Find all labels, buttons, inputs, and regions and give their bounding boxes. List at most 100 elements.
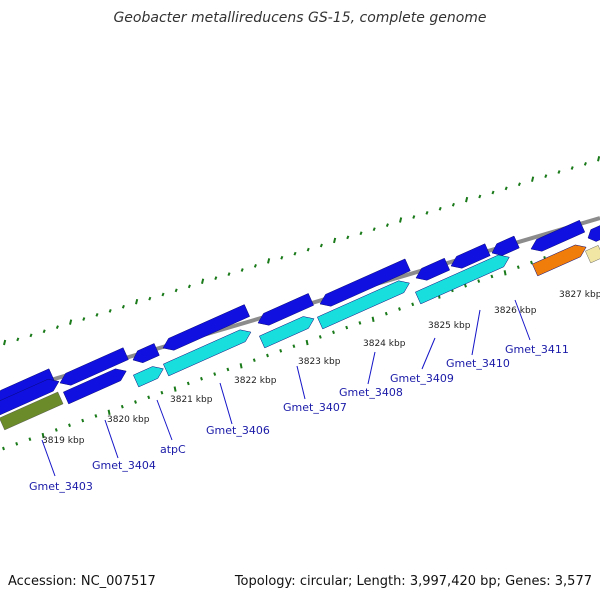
outer-tick — [227, 272, 231, 276]
outer-tick — [161, 292, 165, 297]
outer-tick — [69, 319, 73, 325]
inner-tick — [200, 376, 203, 381]
orange-feature — [532, 244, 587, 277]
inner-tick — [305, 339, 309, 346]
outer-tick — [412, 215, 416, 219]
inner-tick — [186, 381, 190, 386]
inner-tick — [54, 428, 58, 432]
olive-feature — [0, 391, 64, 431]
forward-gene-9 — [530, 219, 586, 252]
kbp-label: 3821 kbp — [170, 395, 213, 405]
outer-tick — [425, 210, 429, 215]
gene-label: Gmet_3407 — [283, 401, 347, 414]
inner-tick — [516, 265, 520, 269]
gene-label: Gmet_3410 — [446, 357, 510, 370]
outer-tick — [240, 268, 244, 272]
forward-gene-7 — [450, 243, 491, 269]
outer-tick — [531, 176, 535, 182]
inner-tick-ring — [2, 256, 547, 451]
gene-label: Gmet_3411 — [505, 343, 569, 356]
inner-tick — [239, 363, 243, 369]
inner-tick — [147, 395, 151, 400]
forward-gene-5 — [319, 258, 411, 307]
cream-feature — [585, 245, 600, 264]
outer-tick — [42, 329, 46, 334]
gene-label-leader — [296, 365, 306, 400]
reverse-gene-0 — [133, 366, 164, 388]
inner-tick — [318, 335, 322, 339]
forward-gene-a — [0, 378, 60, 416]
topology-label: Topology: — [234, 574, 296, 589]
map-title: Geobacter metallireducens GS-15, complet… — [113, 10, 487, 26]
inner-tick — [411, 302, 415, 307]
outer-tick — [385, 223, 389, 227]
outer-tick — [359, 231, 363, 236]
gene-label: Gmet_3406 — [206, 424, 270, 437]
kbp-label: 3827 kbp — [559, 290, 600, 300]
reverse-gene-3 — [317, 280, 410, 330]
kbp-label: 3825 kbp — [428, 321, 471, 331]
kbp-label: 3822 kbp — [234, 376, 277, 386]
inner-tick — [120, 404, 124, 409]
genes-value: 3,577 — [554, 574, 592, 589]
genome-stats: Topology: circular; Length: 3,997,420 bp… — [234, 574, 592, 589]
gene-label-leader — [514, 299, 531, 341]
outer-tick — [201, 278, 205, 284]
gene-label: atpC — [160, 443, 186, 456]
outer-tick — [583, 161, 587, 166]
reverse-gene-4 — [415, 254, 510, 305]
outer-tick — [346, 235, 350, 240]
inner-tick — [371, 316, 375, 322]
inner-tick — [503, 270, 507, 276]
outer-tick — [451, 202, 455, 207]
inner-tick — [490, 274, 494, 279]
forward-gene-b — [63, 368, 127, 405]
inner-tick — [292, 344, 296, 349]
length-value: 3,997,420 bp — [409, 574, 497, 589]
inner-tick — [41, 432, 45, 439]
inner-tick — [213, 372, 217, 376]
gene-label: Gmet_3404 — [92, 459, 156, 472]
inner-tick — [226, 367, 230, 372]
outer-tick — [174, 288, 178, 293]
inner-tick — [160, 390, 164, 395]
gene-label-leader — [421, 337, 436, 370]
reverse-gene-1 — [163, 329, 252, 377]
inner-tick — [464, 283, 467, 288]
accession-label: Accession: — [8, 574, 77, 589]
outer-tick — [438, 206, 442, 211]
inner-tick — [477, 279, 481, 283]
topology-value: circular — [299, 574, 348, 589]
inner-tick — [384, 311, 388, 316]
outer-tick — [187, 284, 191, 289]
accession-info: Accession: NC_007517 — [8, 574, 156, 589]
outer-tick — [29, 333, 33, 338]
gene-label-leader — [41, 439, 56, 477]
outer-tick — [16, 337, 20, 342]
outer-tick — [108, 308, 112, 313]
kbp-label: 3820 kbp — [107, 415, 150, 425]
outer-tick — [544, 174, 548, 178]
forward-gene-8 — [491, 235, 520, 256]
outer-tick — [280, 255, 284, 260]
forward-gene-1 — [59, 347, 129, 386]
gene-label-leader — [156, 399, 173, 441]
outer-tick — [333, 237, 337, 244]
outer-tick — [253, 264, 257, 268]
kbp-label: 3824 kbp — [363, 339, 406, 349]
outer-tick-ring — [3, 156, 600, 346]
outer-tick — [55, 325, 59, 330]
gene-label-leader — [219, 382, 233, 425]
outer-tick — [478, 194, 482, 199]
kbp-label: 3819 kbp — [42, 436, 85, 446]
outer-tick — [399, 217, 403, 223]
gene-label-leader — [471, 309, 481, 356]
forward-gene-2 — [132, 343, 160, 364]
outer-tick — [135, 298, 139, 305]
outer-tick — [3, 339, 7, 346]
inner-tick — [28, 437, 32, 442]
gene-labels: Gmet_3403 Gmet_3404 atpC Gmet_3406 Gmet_3407… — [29, 299, 569, 493]
kbp-label: 3826 kbp — [494, 306, 537, 316]
forward-gene-6 — [415, 257, 451, 281]
